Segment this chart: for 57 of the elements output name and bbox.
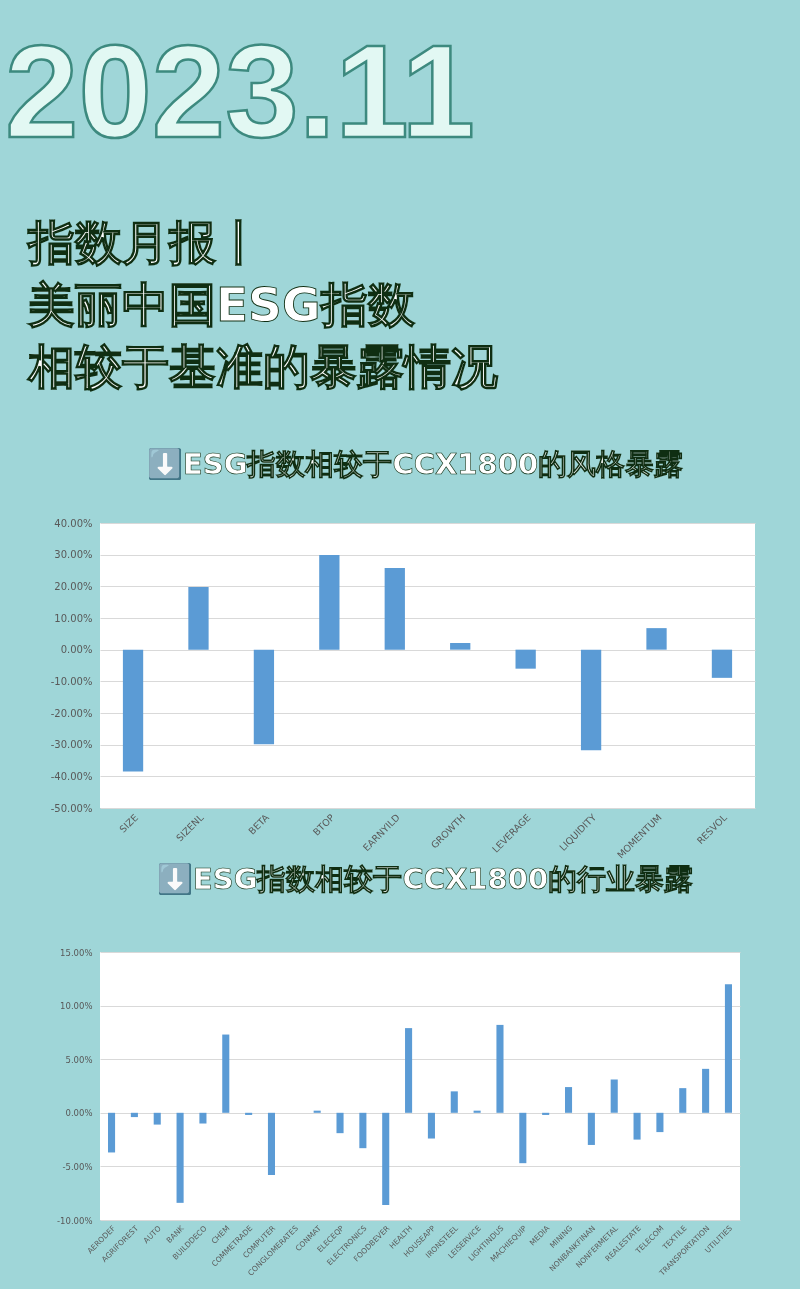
text: 指数月报丨美丽中国ESG指数相较于基准的暴露情况 (26, 215, 498, 394)
bar (253, 649, 275, 745)
bar (108, 1112, 116, 1153)
y-tick-label: 15.00% (60, 947, 93, 958)
y-tick-label: -40.00% (50, 770, 93, 782)
bar (656, 1112, 664, 1133)
y-tick-label: 40.00% (54, 517, 93, 529)
bar (176, 1112, 184, 1203)
bar (313, 1110, 321, 1113)
bar (610, 1079, 618, 1113)
y-tick-label: 20.00% (54, 580, 93, 592)
bar (427, 1112, 435, 1139)
text: 2023.11 (5, 18, 475, 165)
bar (384, 567, 405, 650)
y-tick-label: 30.00% (54, 549, 93, 561)
bar (564, 1087, 573, 1113)
bar (130, 1112, 138, 1118)
y-tick-label: 0.00% (65, 1108, 93, 1119)
bar (542, 1112, 550, 1115)
bar (382, 1112, 390, 1205)
bar (711, 649, 733, 678)
y-tick-label: 10.00% (54, 612, 93, 624)
bar (496, 1024, 504, 1113)
bar (245, 1112, 253, 1115)
y-tick-label: -50.00% (50, 802, 93, 814)
bar (519, 1112, 527, 1164)
bar (724, 984, 732, 1113)
y-tick-label: -10.00% (57, 1215, 93, 1226)
bar (646, 628, 667, 650)
bar (359, 1112, 367, 1149)
bar (587, 1112, 595, 1145)
bar (199, 1112, 207, 1124)
bar (188, 586, 209, 650)
bar (336, 1112, 344, 1134)
bar (319, 554, 340, 650)
y-tick-label: -5.00% (62, 1161, 93, 1172)
y-tick-label: -30.00% (50, 739, 93, 751)
bar (267, 1112, 276, 1175)
bar (122, 649, 144, 772)
bar (222, 1034, 230, 1113)
y-tick-label: 0.00% (60, 644, 93, 656)
y-tick-label: -10.00% (50, 675, 93, 687)
bar (405, 1028, 413, 1113)
bar (580, 649, 602, 751)
bar (450, 643, 471, 650)
y-tick-label: 10.00% (60, 1001, 93, 1012)
bar (473, 1110, 481, 1113)
y-tick-label: 5.00% (65, 1054, 93, 1065)
bar (633, 1112, 641, 1140)
chart-title: ⬇ESG指数相较于CCX1800的行业暴露 (156, 862, 694, 896)
y-tick-label: -20.00% (50, 707, 93, 719)
bar (679, 1088, 687, 1113)
bar (153, 1112, 161, 1125)
bar (702, 1068, 710, 1113)
bar (450, 1091, 458, 1113)
chart-title: ⬇ESG指数相较于CCX1800的风格暴露 (146, 447, 684, 481)
bar (515, 649, 536, 669)
